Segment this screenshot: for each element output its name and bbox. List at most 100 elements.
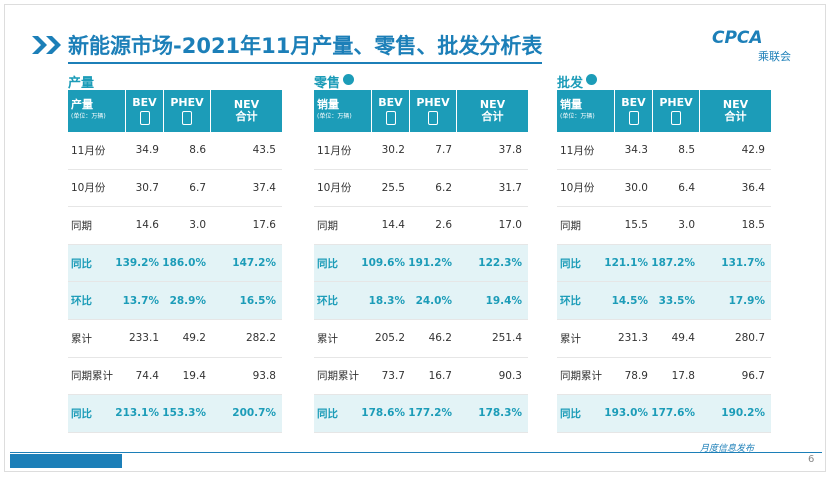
row-value: 13.7%: [123, 282, 163, 320]
row-value: 42.9: [699, 132, 771, 170]
header-unit: (单位：万辆): [317, 113, 352, 120]
row-value: 49.2: [163, 320, 210, 358]
row-value: 17.9%: [699, 282, 771, 320]
row-value: 6.2: [409, 169, 456, 208]
row-value: 190.2%: [699, 395, 771, 433]
row-label: 累计: [68, 320, 125, 358]
row-label: 环比: [314, 282, 371, 320]
row-value: 200.7%: [210, 395, 282, 433]
row-value: 2.6: [409, 207, 456, 245]
header-cell: PHEV: [409, 90, 456, 132]
row-value: 96.7: [699, 357, 771, 396]
row-label: 同比: [68, 395, 125, 433]
row-label: 同期累计: [314, 357, 371, 396]
footer-line: [10, 452, 822, 453]
row-label: 同期: [557, 207, 614, 245]
row-value: 14.6: [125, 207, 163, 245]
row-value: 177.2%: [408, 395, 456, 433]
row-value: 74.4: [125, 357, 163, 396]
header-icon: [139, 111, 150, 125]
row-value: 33.5%: [652, 282, 699, 320]
header-cell: NEV 合计: [456, 90, 528, 132]
row-label: 环比: [557, 282, 614, 320]
header-text: NEV: [722, 98, 749, 111]
row-label: 11月份: [68, 132, 125, 170]
header-label-cell: 产量 (单位：万辆): [68, 90, 125, 132]
logo-sub: 乘联会: [758, 50, 791, 63]
row-value: 19.4%: [456, 282, 528, 320]
row-label: 同比: [314, 395, 371, 433]
row-label: 同期累计: [68, 357, 125, 396]
section-title: 零售: [314, 76, 341, 91]
row-value: 147.2%: [210, 244, 282, 283]
row-label: 同期: [314, 207, 371, 245]
row-value: 282.2: [210, 320, 282, 358]
header-text: BEV: [378, 96, 403, 109]
header-text: PHEV: [659, 96, 693, 109]
row-value: 233.1: [125, 320, 163, 358]
row-value: 18.3%: [369, 282, 409, 320]
row-label: 11月份: [314, 132, 371, 170]
section-icon: [343, 74, 354, 85]
header-text: NEV: [479, 98, 506, 111]
row-value: 43.5: [210, 132, 282, 170]
row-label: 10月份: [68, 169, 125, 208]
row-value: 16.5%: [210, 282, 282, 320]
row-value: 18.5: [699, 207, 771, 245]
row-value: 7.7: [409, 132, 456, 170]
row-value: 3.0: [163, 207, 210, 245]
header-label-cell: 销量 (单位：万辆): [557, 90, 614, 132]
row-value: 131.7%: [699, 244, 771, 283]
row-value: 193.0%: [604, 395, 652, 433]
section-title: 产量: [68, 76, 95, 91]
row-value: 14.5%: [612, 282, 652, 320]
row-value: 25.5: [371, 169, 409, 208]
header-label: 销量: [560, 98, 582, 111]
row-value: 30.0: [614, 169, 652, 208]
header-label: 产量: [71, 98, 93, 111]
row-value: 17.0: [456, 207, 528, 245]
row-value: 17.6: [210, 207, 282, 245]
header-cell: BEV: [371, 90, 409, 132]
row-value: 8.5: [652, 132, 699, 170]
header-cell: NEV 合计: [210, 90, 282, 132]
row-value: 46.2: [409, 320, 456, 358]
header-unit: (单位：万辆): [71, 113, 106, 120]
title: 新能源市场-2021年11月产量、零售、批发分析表: [68, 30, 543, 64]
row-value: 187.2%: [651, 244, 699, 283]
row-value: 109.6%: [361, 244, 409, 283]
header-text: 合计: [235, 110, 258, 123]
row-value: 37.4: [210, 169, 282, 208]
header-cell: NEV 合计: [699, 90, 771, 132]
row-value: 177.6%: [651, 395, 699, 433]
row-label: 同期: [68, 207, 125, 245]
header-cell: PHEV: [652, 90, 699, 132]
row-value: 28.9%: [163, 282, 210, 320]
header-text: 合计: [481, 110, 504, 123]
row-value: 93.8: [210, 357, 282, 396]
row-value: 6.4: [652, 169, 699, 208]
row-value: 37.8: [456, 132, 528, 170]
row-value: 191.2%: [408, 244, 456, 283]
header-text: NEV: [233, 98, 260, 111]
row-value: 153.3%: [162, 395, 210, 433]
header-text: BEV: [621, 96, 646, 109]
row-value: 205.2: [371, 320, 409, 358]
row-value: 6.7: [163, 169, 210, 208]
row-label: 同比: [557, 395, 614, 433]
row-label: 同期累计: [557, 357, 614, 396]
header-text: 合计: [724, 110, 747, 123]
row-value: 30.7: [125, 169, 163, 208]
header-label: 销量: [317, 98, 339, 111]
row-label: 10月份: [557, 169, 614, 208]
row-label: 同比: [68, 244, 125, 283]
row-value: 213.1%: [115, 395, 163, 433]
row-value: 251.4: [456, 320, 528, 358]
header-text: BEV: [132, 96, 157, 109]
header-icon: [182, 111, 192, 125]
row-value: 178.3%: [456, 395, 528, 433]
header-unit: (单位：万辆): [560, 113, 595, 120]
row-value: 8.6: [163, 132, 210, 170]
logo: CPCA: [712, 28, 763, 48]
